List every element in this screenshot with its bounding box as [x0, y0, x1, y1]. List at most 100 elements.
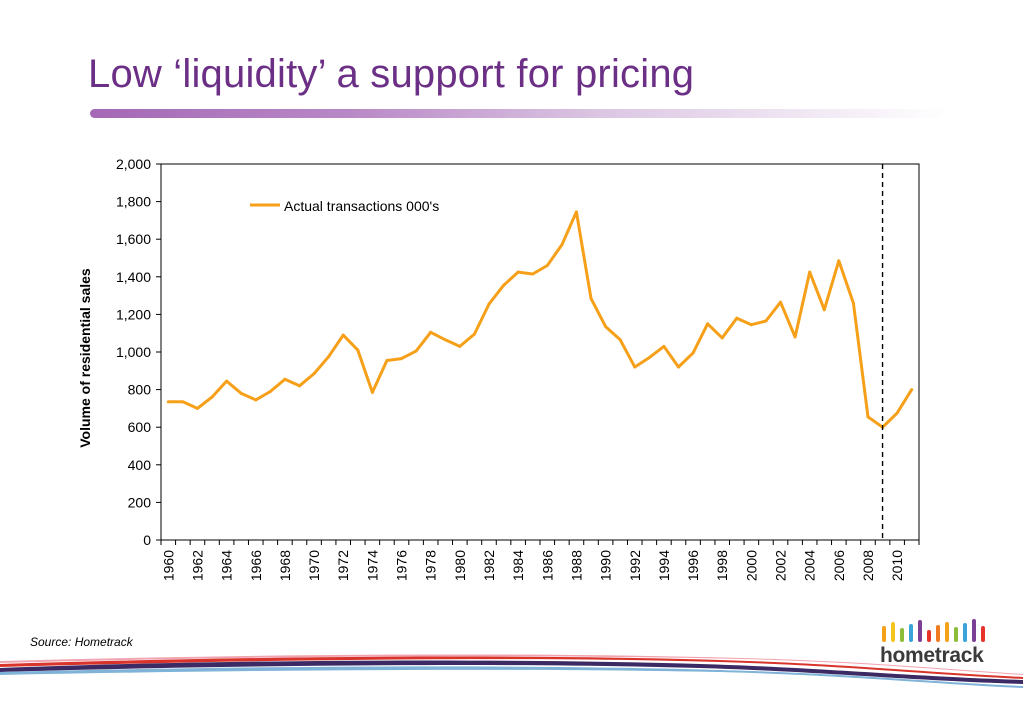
data-point: [545, 264, 549, 268]
data-point: [574, 210, 578, 214]
hometrack-logo: hometrack: [880, 614, 992, 670]
data-point: [443, 338, 447, 342]
legend-label: Actual transactions 000's: [284, 198, 439, 214]
logo-bars-icon: [882, 619, 985, 642]
y-tick-label: 200: [128, 494, 152, 510]
data-point: [604, 325, 608, 329]
y-tick-label: 2,000: [116, 156, 151, 172]
y-tick-label: 800: [128, 382, 152, 398]
x-tick-label: 1990: [598, 550, 614, 581]
x-tick-label: 1984: [510, 550, 526, 581]
data-point: [327, 355, 331, 359]
data-point: [166, 400, 170, 404]
data-point: [458, 344, 462, 348]
x-tick-label: 2008: [860, 550, 876, 581]
data-point: [531, 272, 535, 276]
logo-bar: [900, 628, 904, 642]
x-tick-label: 1994: [656, 550, 672, 581]
y-tick-label: 0: [143, 532, 151, 548]
data-point: [472, 332, 476, 336]
data-point: [851, 301, 855, 305]
data-point: [414, 349, 418, 353]
y-tick-label: 1,600: [116, 231, 151, 247]
data-point: [370, 390, 374, 394]
y-axis-label: Volume of residential sales: [77, 268, 93, 448]
x-tick-label: 2004: [802, 550, 818, 581]
data-point: [356, 348, 360, 352]
x-tick-label: 1998: [714, 550, 730, 581]
data-point: [268, 389, 272, 393]
y-tick-label: 600: [128, 419, 152, 435]
title-underline: [90, 109, 950, 118]
data-point: [779, 300, 783, 304]
data-point: [589, 296, 593, 300]
logo-bar: [918, 620, 922, 642]
y-tick-label: 1,200: [116, 306, 151, 322]
logo-bar: [891, 622, 895, 642]
data-point: [662, 344, 666, 348]
data-point: [429, 330, 433, 334]
logo-bar: [972, 619, 976, 642]
x-tick-label: 1992: [627, 550, 643, 581]
logo-bar: [909, 624, 913, 642]
data-point: [735, 316, 739, 320]
data-point: [341, 333, 345, 337]
data-point: [633, 365, 637, 369]
x-tick-label: 2006: [831, 550, 847, 581]
logo-bar: [981, 626, 985, 642]
x-tick-label: 1972: [335, 550, 351, 581]
x-tick-label: 1980: [452, 550, 468, 581]
transactions-line-chart: 0 200 400 600 800 1,000 1,200 1,400 1,600 1,800 2,…: [77, 156, 920, 581]
slide-title: Low ‘liquidity’ a support for pricing: [88, 52, 695, 96]
source-note: Source: Hometrack: [30, 635, 133, 649]
x-tick-label: 1962: [189, 550, 205, 581]
footer-swoosh: [0, 654, 1023, 688]
data-point: [560, 243, 564, 247]
data-point: [764, 319, 768, 323]
data-point: [749, 323, 753, 327]
data-point: [297, 384, 301, 388]
data-point: [400, 357, 404, 361]
series-line-actual-transactions: [168, 210, 913, 429]
x-tick-label: 1970: [306, 550, 322, 581]
x-tick-label: 1968: [277, 550, 293, 581]
x-tick-label: 1996: [685, 550, 701, 581]
data-point: [487, 302, 491, 306]
data-point: [618, 338, 622, 342]
data-point: [181, 400, 185, 404]
x-tick-label: 2010: [889, 550, 905, 581]
logo-bar: [954, 627, 958, 642]
y-tick-label: 1,400: [116, 269, 151, 285]
data-point: [239, 391, 243, 395]
data-point: [706, 322, 710, 326]
data-point: [822, 308, 826, 312]
x-tick-label: 1976: [394, 550, 410, 581]
logo-bar: [945, 622, 949, 642]
data-point: [866, 415, 870, 419]
logo-bar: [963, 623, 967, 642]
y-tick-label: 1,800: [116, 194, 151, 210]
plot-area-frame: [160, 163, 920, 541]
x-tick-label: 1988: [568, 550, 584, 581]
y-tick-label: 1,000: [116, 344, 151, 360]
data-point: [808, 270, 812, 274]
data-point: [647, 356, 651, 360]
data-point: [720, 336, 724, 340]
logo-bar: [936, 625, 940, 642]
data-point: [691, 351, 695, 355]
logo-wordmark: hometrack: [880, 644, 984, 667]
data-point: [516, 270, 520, 274]
data-point: [195, 406, 199, 410]
x-tick-label: 2002: [773, 550, 789, 581]
x-tick-label: 1986: [539, 550, 555, 581]
data-point: [502, 283, 506, 287]
data-point: [676, 365, 680, 369]
data-point: [254, 398, 258, 402]
data-point: [793, 335, 797, 339]
data-point: [895, 411, 899, 415]
data-point: [385, 358, 389, 362]
data-point: [210, 395, 214, 399]
logo-bar: [882, 626, 886, 642]
logo-bar: [927, 630, 931, 642]
data-point: [283, 377, 287, 381]
